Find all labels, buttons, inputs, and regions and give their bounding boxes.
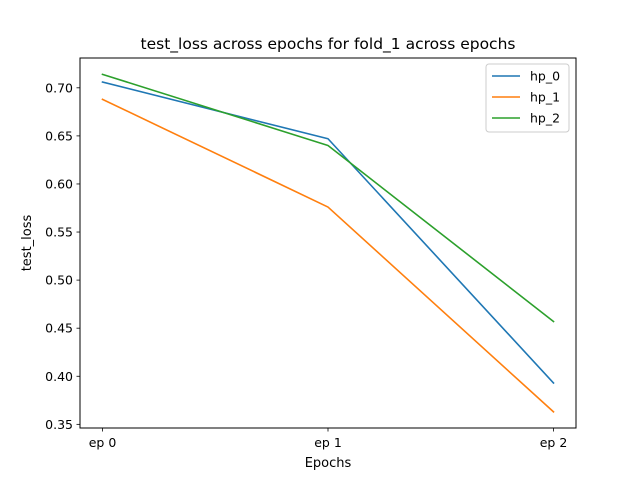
x-axis: ep 0 ep 1 ep 2 [89, 428, 568, 450]
legend: hp_0 hp_1 hp_2 [485, 63, 570, 133]
y-axis: 0.35 0.40 0.45 0.50 0.55 0.60 0.65 0.70 [45, 80, 80, 432]
series-line-hp_2 [101, 73, 555, 323]
legend-label: hp_2 [530, 111, 560, 126]
y-tick-label: 0.55 [45, 225, 73, 240]
y-tick-label: 0.45 [45, 321, 73, 336]
y-tick-label: 0.50 [45, 273, 73, 288]
x-tick-label: ep 1 [314, 435, 342, 450]
series-line-hp_0 [101, 81, 555, 385]
y-axis-label: test_loss [20, 214, 35, 271]
series-line-hp_1 [101, 98, 555, 413]
x-axis-label: Epochs [305, 456, 352, 471]
x-tick-label: ep 2 [540, 435, 568, 450]
y-tick-label: 0.60 [45, 176, 73, 191]
y-tick-label: 0.40 [45, 369, 73, 384]
legend-box [485, 63, 570, 133]
y-tick-label: 0.65 [45, 128, 73, 143]
y-tick-label: 0.35 [45, 417, 73, 432]
legend-label: hp_0 [530, 69, 560, 84]
x-tick-label: ep 0 [89, 435, 117, 450]
legend-label: hp_1 [530, 90, 560, 105]
series-lines [101, 73, 555, 413]
chart-title: test_loss across epochs for fold_1 acros… [141, 35, 516, 54]
y-tick-label: 0.70 [45, 80, 73, 95]
